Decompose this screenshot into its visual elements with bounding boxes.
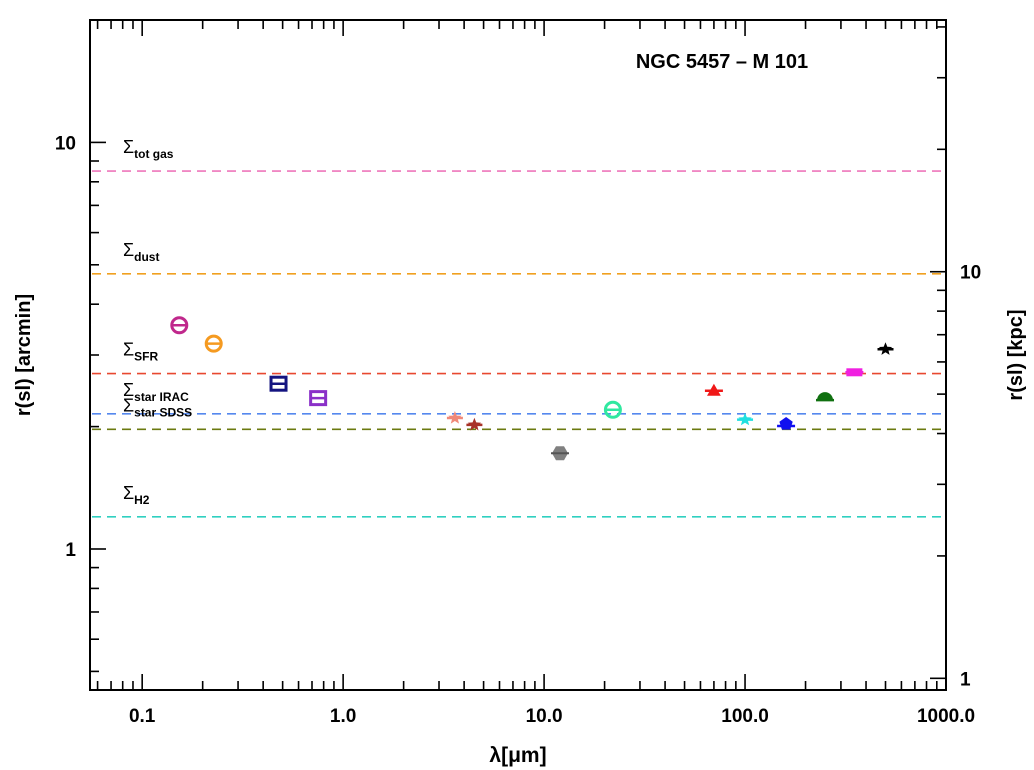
x-tick-label-3: 100.0 xyxy=(721,706,769,727)
y-tick-label-right-1: 10 xyxy=(960,263,981,284)
data-point-1 xyxy=(204,334,223,353)
y-tick-label-right-0: 1 xyxy=(960,669,971,690)
data-point-3 xyxy=(309,390,328,407)
data-point-11 xyxy=(816,392,835,402)
data-point-13 xyxy=(877,342,894,355)
ref-label-2: ΣSFR xyxy=(123,340,158,364)
data-point-8 xyxy=(704,383,723,396)
marker-pentagon xyxy=(779,417,793,430)
marker-halfcircle xyxy=(817,392,834,401)
data-point-6 xyxy=(550,446,569,461)
ref-label-5: ΣH2 xyxy=(123,483,150,507)
data-point-5 xyxy=(466,417,483,431)
y-axis-label: r(sl) [arcmin] xyxy=(13,294,35,416)
chart-title: NGC 5457 – M 101 xyxy=(636,51,808,73)
x-axis-label: λ[μm] xyxy=(489,744,546,767)
axis-ticks xyxy=(90,19,947,690)
ref-label-3: Σstar IRAC xyxy=(123,380,189,404)
data-point-10 xyxy=(777,417,796,430)
tick-labels: 0.1 1.0 10.0 100.0 1000.0 1 10 1 10 xyxy=(55,133,981,727)
ref-label-1: Σdust xyxy=(123,240,159,264)
data-point-2 xyxy=(269,375,288,392)
data-point-9 xyxy=(737,412,754,426)
data-point-4 xyxy=(446,411,463,424)
data-points xyxy=(170,316,894,461)
y-axis-label-right: r(sl) [kpc] xyxy=(1005,309,1027,400)
x-tick-label-4: 1000.0 xyxy=(917,706,975,727)
y-tick-label-1: 10 xyxy=(55,133,76,154)
data-point-0 xyxy=(170,316,189,335)
plot-frame xyxy=(89,19,947,691)
x-tick-label-0: 0.1 xyxy=(129,706,156,727)
ref-label-4: Σstar SDSS xyxy=(123,395,192,419)
x-tick-label-1: 1.0 xyxy=(330,706,356,727)
x-tick-label-2: 10.0 xyxy=(526,706,563,727)
data-point-7 xyxy=(603,400,622,419)
data-point-12 xyxy=(845,368,864,377)
reference-lines xyxy=(92,170,944,518)
y-tick-label-0: 1 xyxy=(65,540,76,561)
ref-label-0: Σtot gas xyxy=(123,137,174,161)
